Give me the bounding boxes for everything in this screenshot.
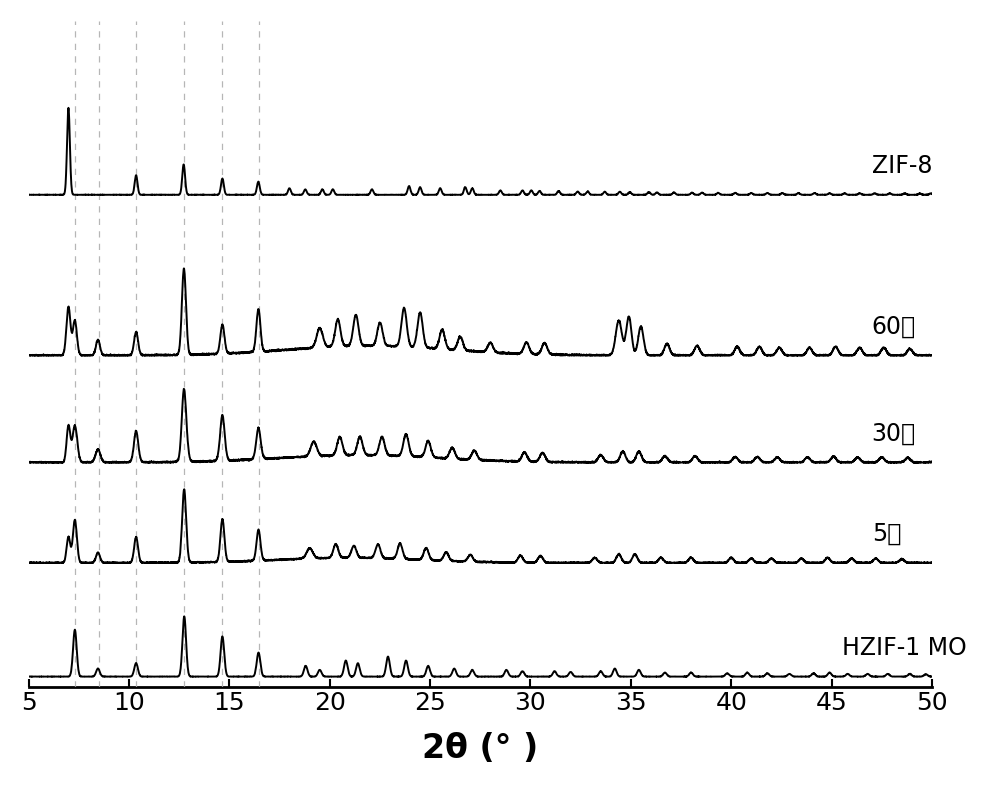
- X-axis label: 2θ (° ): 2θ (° ): [422, 733, 538, 765]
- Text: 60倍: 60倍: [872, 314, 916, 339]
- Text: 5倍: 5倍: [872, 522, 901, 546]
- Text: 30倍: 30倍: [872, 422, 916, 446]
- Text: ZIF-8: ZIF-8: [872, 154, 932, 178]
- Text: HZIF-1 MO: HZIF-1 MO: [842, 636, 966, 660]
